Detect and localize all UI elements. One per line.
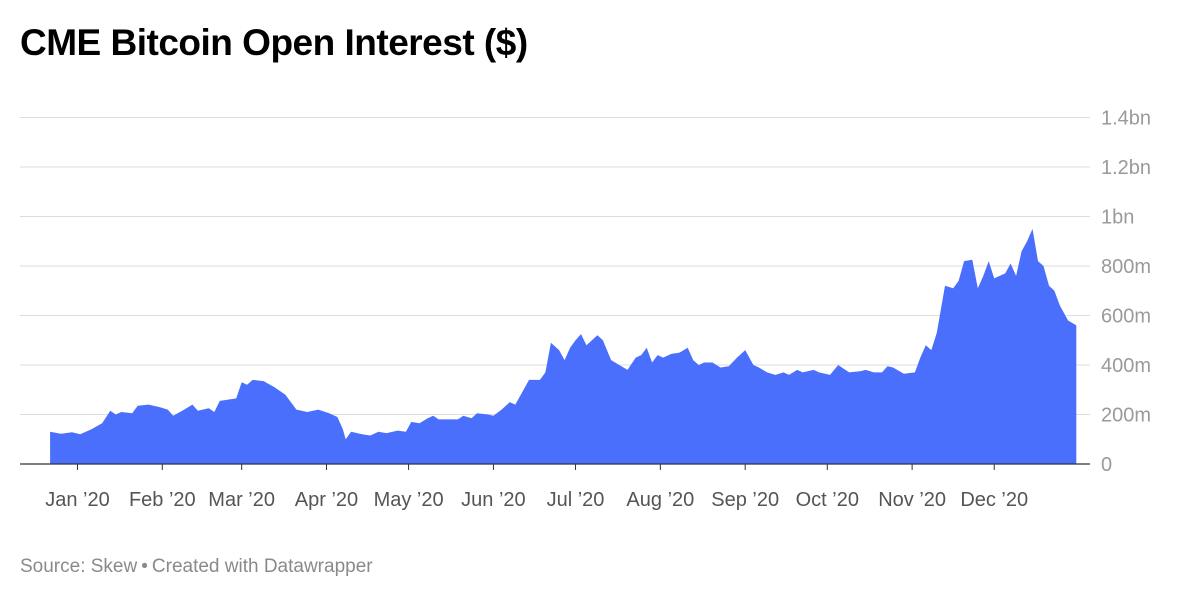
y-tick-label: 1.2bn — [1101, 157, 1151, 179]
x-tick-label: Jun ’20 — [461, 489, 526, 511]
x-tick-label: May ’20 — [374, 489, 444, 511]
source-label: Source: Skew — [20, 556, 138, 577]
y-tick-label: 1.4bn — [1101, 108, 1151, 130]
y-tick-label: 0 — [1101, 454, 1112, 476]
y-tick-label: 200m — [1101, 405, 1151, 427]
y-tick-label: 400m — [1101, 355, 1151, 377]
x-tick-label: Dec ’20 — [960, 489, 1028, 511]
x-axis-labels: Jan ’20 Feb ’20 Mar ’20 Apr ’20 May ’20 Jun ’… — [45, 489, 1028, 511]
y-axis: 0 200m 400m 600m 800m 1bn 1.2bn 1.4bn — [1101, 108, 1151, 477]
x-tick-label: Mar ’20 — [208, 489, 275, 511]
x-tick-label: Oct ’20 — [796, 489, 859, 511]
x-tick-label: Nov ’20 — [878, 489, 946, 511]
chart-title: CME Bitcoin Open Interest ($) — [20, 22, 528, 63]
area-fill — [50, 228, 1077, 464]
x-tick-label: Jan ’20 — [45, 489, 110, 511]
chart-footer: Source: Skew • Created with Datawrapper — [20, 556, 373, 578]
credit-label: Created with Datawrapper — [151, 556, 373, 577]
x-tick-label: Sep ’20 — [711, 489, 779, 511]
footer-separator: • — [141, 556, 148, 577]
y-tick-label: 800m — [1101, 256, 1151, 278]
x-tick-label: Jul ’20 — [547, 489, 605, 511]
area-series — [50, 228, 1077, 464]
x-tick-label: Aug ’20 — [626, 489, 694, 511]
y-tick-label: 1bn — [1101, 207, 1134, 229]
x-axis — [20, 463, 1090, 470]
x-tick-label: Apr ’20 — [295, 489, 358, 511]
y-tick-label: 600m — [1101, 306, 1151, 328]
x-tick-label: Feb ’20 — [129, 489, 196, 511]
